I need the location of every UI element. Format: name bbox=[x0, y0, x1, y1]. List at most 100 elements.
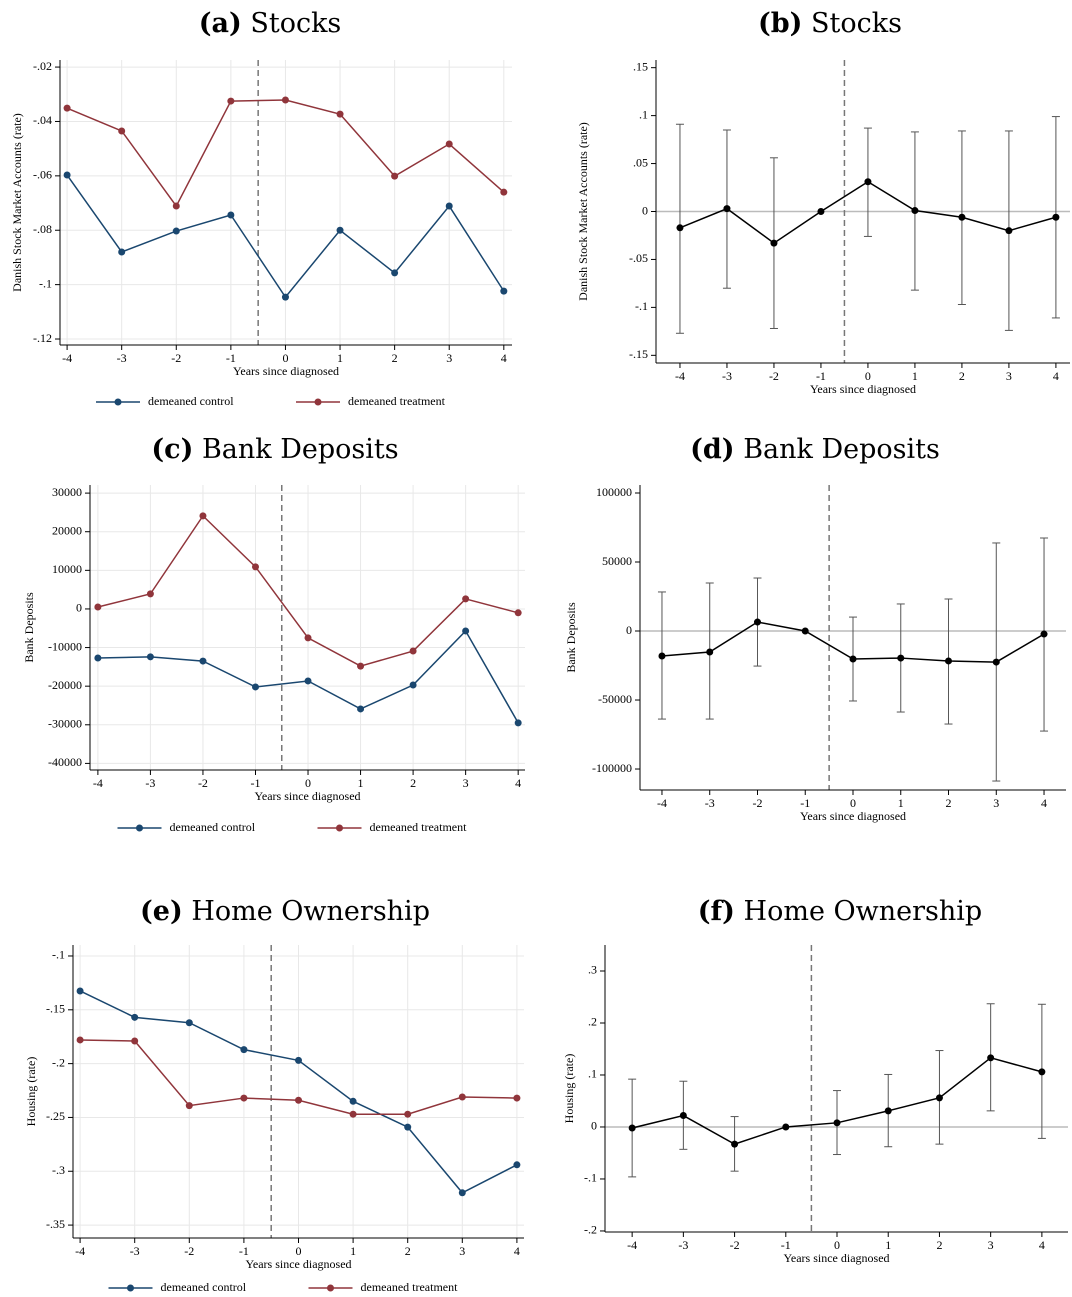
x-tick-label: 2 bbox=[936, 1238, 942, 1252]
panel-name: Home Ownership bbox=[191, 896, 430, 927]
legend-label: demeaned treatment bbox=[361, 1280, 459, 1294]
point bbox=[76, 987, 84, 995]
x-tick-label: 0 bbox=[834, 1238, 840, 1252]
point bbox=[935, 1094, 943, 1102]
x-tick-label: -4 bbox=[75, 1244, 85, 1258]
x-tick-label: 1 bbox=[350, 1244, 356, 1258]
legend-marker bbox=[136, 824, 143, 832]
point bbox=[251, 563, 259, 571]
point bbox=[146, 653, 154, 661]
point bbox=[185, 1102, 193, 1110]
point bbox=[945, 657, 953, 665]
point bbox=[628, 1124, 636, 1132]
point bbox=[753, 618, 761, 626]
y-tick-label: -100000 bbox=[592, 761, 632, 775]
point bbox=[240, 1094, 248, 1102]
x-tick-label: -3 bbox=[117, 351, 127, 365]
y-tick-label: -.04 bbox=[33, 113, 52, 127]
y-tick-label: .3 bbox=[588, 963, 597, 977]
panel-name: Stocks bbox=[250, 8, 341, 39]
y-tick-label: -.2 bbox=[52, 1055, 65, 1069]
y-axis-label: Danish Stock Market Accounts (rate) bbox=[10, 113, 24, 292]
x-tick-label: 2 bbox=[392, 351, 398, 365]
point bbox=[458, 1093, 466, 1101]
x-tick-label: 3 bbox=[463, 776, 469, 790]
point bbox=[304, 677, 312, 685]
x-tick-label: 1 bbox=[358, 776, 364, 790]
panel-name: Stocks bbox=[811, 8, 902, 39]
point bbox=[782, 1123, 790, 1131]
y-tick-label: -.12 bbox=[33, 331, 52, 345]
point bbox=[240, 1046, 248, 1054]
point bbox=[295, 1056, 302, 1064]
point bbox=[770, 239, 778, 247]
y-tick-label: -40000 bbox=[48, 755, 82, 769]
panel-label: (e) bbox=[140, 896, 183, 927]
x-tick-label: -4 bbox=[627, 1238, 637, 1252]
x-tick-label: 1 bbox=[898, 796, 904, 810]
x-tick-label: 3 bbox=[988, 1238, 994, 1252]
y-tick-label: -.25 bbox=[46, 1109, 65, 1123]
y-tick-label: -.3 bbox=[52, 1163, 65, 1177]
y-tick-label: 50000 bbox=[602, 554, 632, 568]
point bbox=[513, 1161, 521, 1169]
point bbox=[462, 627, 470, 635]
point bbox=[458, 1189, 466, 1197]
x-tick-label: 3 bbox=[993, 796, 999, 810]
x-tick-label: 0 bbox=[296, 1244, 302, 1258]
x-axis-label: Years since diagnosed bbox=[783, 1251, 889, 1265]
point bbox=[731, 1140, 739, 1148]
panel-title: (f) Home Ownership bbox=[698, 896, 982, 927]
legend-label: demeaned treatment bbox=[348, 394, 446, 408]
point bbox=[1052, 213, 1060, 221]
y-tick-label: .1 bbox=[588, 1067, 597, 1081]
x-tick-label: -2 bbox=[184, 1244, 194, 1258]
x-tick-label: 4 bbox=[515, 776, 521, 790]
x-tick-label: 2 bbox=[405, 1244, 411, 1258]
y-tick-label: 0 bbox=[76, 601, 82, 615]
x-tick-label: 2 bbox=[959, 369, 965, 383]
panel-label: (d) bbox=[690, 434, 734, 465]
x-tick-label: 4 bbox=[501, 351, 507, 365]
y-tick-label: 30000 bbox=[52, 485, 82, 499]
y-tick-label: 0 bbox=[642, 203, 648, 217]
x-tick-label: -3 bbox=[130, 1244, 140, 1258]
y-axis-label: Housing (rate) bbox=[24, 1057, 38, 1127]
point bbox=[336, 226, 344, 234]
x-tick-label: -2 bbox=[198, 776, 208, 790]
point bbox=[172, 202, 180, 210]
x-tick-label: -1 bbox=[226, 351, 236, 365]
x-tick-label: -1 bbox=[781, 1238, 791, 1252]
y-axis-label: Danish Stock Market Accounts (rate) bbox=[576, 122, 590, 301]
x-tick-label: -1 bbox=[250, 776, 260, 790]
panel-name: Bank Deposits bbox=[202, 434, 399, 465]
x-tick-label: -4 bbox=[62, 351, 72, 365]
y-tick-label: -20000 bbox=[48, 678, 82, 692]
point bbox=[500, 287, 508, 295]
legend-marker bbox=[114, 398, 122, 406]
y-tick-label: -50000 bbox=[598, 692, 632, 706]
y-tick-label: -30000 bbox=[48, 717, 82, 731]
y-tick-label: -.15 bbox=[46, 1002, 65, 1016]
x-tick-label: 0 bbox=[865, 369, 871, 383]
panel-name: Bank Deposits bbox=[743, 434, 940, 465]
point bbox=[445, 140, 453, 148]
panel-label: (b) bbox=[758, 8, 802, 39]
y-tick-label: -.1 bbox=[584, 1171, 597, 1185]
x-axis-label: Years since diagnosed bbox=[254, 789, 360, 803]
y-tick-label: -.05 bbox=[629, 251, 648, 265]
point bbox=[404, 1123, 412, 1131]
point bbox=[514, 609, 522, 617]
point bbox=[462, 595, 470, 603]
point bbox=[357, 662, 365, 670]
y-tick-label: -.1 bbox=[39, 276, 52, 290]
point bbox=[500, 188, 508, 196]
point bbox=[349, 1110, 357, 1118]
point bbox=[1005, 227, 1013, 235]
y-tick-label: .05 bbox=[633, 155, 648, 169]
point bbox=[1038, 1068, 1046, 1076]
point bbox=[992, 658, 1000, 666]
x-tick-label: 4 bbox=[1039, 1238, 1045, 1252]
x-axis-label: Years since diagnosed bbox=[800, 809, 906, 823]
point bbox=[63, 104, 71, 112]
